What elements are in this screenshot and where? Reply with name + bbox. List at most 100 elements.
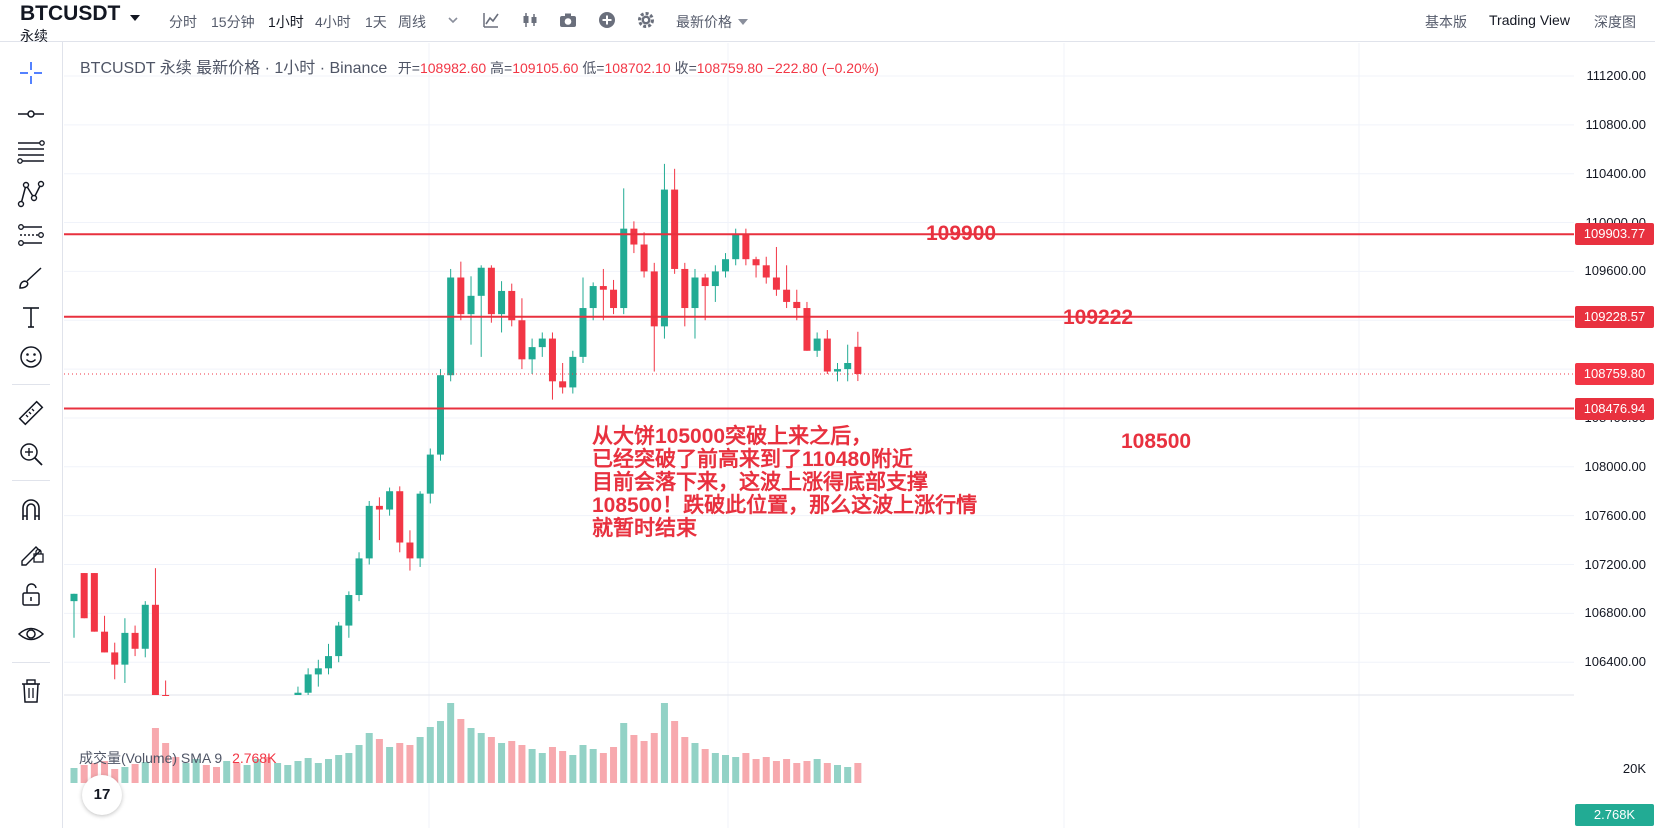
view-tradingview[interactable]: Trading View	[1489, 12, 1570, 28]
volume-bar	[426, 727, 434, 783]
volume-bar	[854, 763, 862, 783]
volume-bar	[223, 761, 231, 783]
candle-body	[121, 632, 129, 665]
horizontal-line-icon[interactable]	[14, 97, 48, 131]
timeframe-15m[interactable]: 15分钟	[211, 14, 255, 30]
fib-lines-icon[interactable]	[14, 135, 48, 169]
volume-bar	[406, 745, 414, 783]
candle-body	[722, 259, 730, 272]
chart-annotation-text[interactable]: 从大饼105000突破上来之后， 已经突破了前高来到了110480附近 目前会落…	[592, 425, 978, 540]
price-tick-label: 108000.00	[1584, 458, 1646, 474]
candles-icon[interactable]	[520, 10, 540, 30]
volume-bar	[192, 759, 200, 783]
price-axis[interactable]: 111200.00 110800.00 110400.00 110000.00 1096…	[1574, 43, 1655, 828]
candle-body	[834, 369, 841, 372]
volume-bar	[681, 737, 689, 783]
view-depth[interactable]: 深度图	[1594, 14, 1636, 30]
candle-body	[101, 631, 109, 653]
timeframe-1d[interactable]: 1天	[365, 14, 387, 30]
price-type-select[interactable]: 最新价格	[676, 12, 748, 32]
chart-pane[interactable]	[64, 43, 1574, 828]
candle-body	[762, 265, 770, 278]
candlestick-chart[interactable]	[64, 43, 1574, 828]
volume-bar	[375, 739, 383, 783]
volume-bar	[752, 759, 760, 783]
volume-bar	[691, 743, 699, 783]
timeframe-4h[interactable]: 4小时	[315, 14, 351, 30]
volume-bar	[813, 759, 821, 783]
prediction-icon[interactable]	[14, 218, 48, 252]
candle-body	[660, 189, 668, 327]
volume-bar	[610, 747, 618, 783]
last-price-tag: 108759.80	[1575, 363, 1654, 385]
candle-body	[416, 493, 424, 559]
view-basic[interactable]: 基本版	[1425, 14, 1467, 30]
timeframe-1h[interactable]: 1小时	[268, 14, 304, 30]
symbol-caret-icon[interactable]	[130, 15, 140, 21]
level-label-108500: 108500	[1121, 430, 1192, 453]
pattern-icon[interactable]	[14, 177, 48, 211]
volume-bar	[162, 743, 170, 783]
high-label: 高=	[490, 60, 513, 76]
volume-bar	[284, 765, 292, 783]
candle-body	[650, 271, 658, 327]
unlock-icon[interactable]	[14, 577, 48, 611]
candle-body	[487, 267, 495, 315]
candle-body	[579, 308, 587, 357]
candle-body	[396, 491, 404, 543]
lock-drawing-icon[interactable]	[14, 535, 48, 569]
gear-icon[interactable]	[636, 10, 656, 30]
volume-bar	[274, 763, 282, 783]
candle-body	[742, 234, 750, 260]
change-value: −222.80 (−0.20%)	[766, 60, 879, 76]
emoji-icon[interactable]	[14, 340, 48, 374]
volume-bar	[660, 703, 668, 783]
dropdown-caret-icon[interactable]	[443, 10, 463, 30]
candle-body	[477, 267, 485, 296]
candle-body	[599, 286, 607, 290]
drawing-toolbar	[0, 42, 63, 828]
toolbar-divider	[12, 480, 50, 481]
price-tick-label: 106400.00	[1584, 654, 1646, 670]
volume-bar	[131, 764, 139, 783]
candle-body	[671, 189, 679, 269]
indicators-icon[interactable]	[481, 10, 501, 30]
volume-bar	[70, 768, 78, 783]
volume-bar	[742, 753, 750, 783]
volume-bar	[477, 733, 485, 783]
volume-bar	[111, 769, 119, 783]
volume-label: 成交量(Volume)	[79, 750, 178, 766]
volume-bar	[447, 703, 455, 783]
low-label: 低=	[582, 60, 605, 76]
crosshair-icon[interactable]	[14, 56, 48, 90]
plus-icon[interactable]	[597, 10, 617, 30]
candle-body	[640, 244, 648, 272]
ruler-icon[interactable]	[14, 396, 48, 430]
candle-body	[793, 301, 801, 309]
eye-icon[interactable]	[14, 617, 48, 651]
volume-bar	[335, 755, 343, 783]
timeframe-1[interactable]: 分时	[169, 14, 197, 30]
level-price-tag: 108476.94	[1575, 397, 1654, 420]
trash-icon[interactable]	[14, 674, 48, 708]
level-label-109900: 109900	[926, 222, 997, 245]
legend-title: BTCUSDT 永续 最新价格 · 1小时 · Binance	[80, 60, 388, 77]
camera-icon[interactable]	[558, 10, 578, 30]
volume-bar	[304, 758, 312, 783]
timeframe-weekly[interactable]: 周线	[398, 14, 426, 30]
symbol-name[interactable]: BTCUSDT	[20, 2, 121, 25]
zoom-in-icon[interactable]	[14, 437, 48, 471]
volume-bar	[141, 762, 149, 783]
volume-bar	[365, 733, 373, 783]
candle-body	[701, 277, 709, 287]
volume-bar	[711, 753, 719, 783]
volume-bar	[620, 723, 628, 783]
candle-body	[538, 338, 546, 348]
volume-bar	[783, 759, 791, 783]
brush-icon[interactable]	[14, 260, 48, 294]
tradingview-logo-icon[interactable]: 17	[82, 775, 122, 815]
volume-bar	[722, 755, 730, 783]
magnet-icon[interactable]	[14, 493, 48, 527]
text-icon[interactable]	[14, 300, 48, 334]
volume-bar	[823, 763, 831, 783]
